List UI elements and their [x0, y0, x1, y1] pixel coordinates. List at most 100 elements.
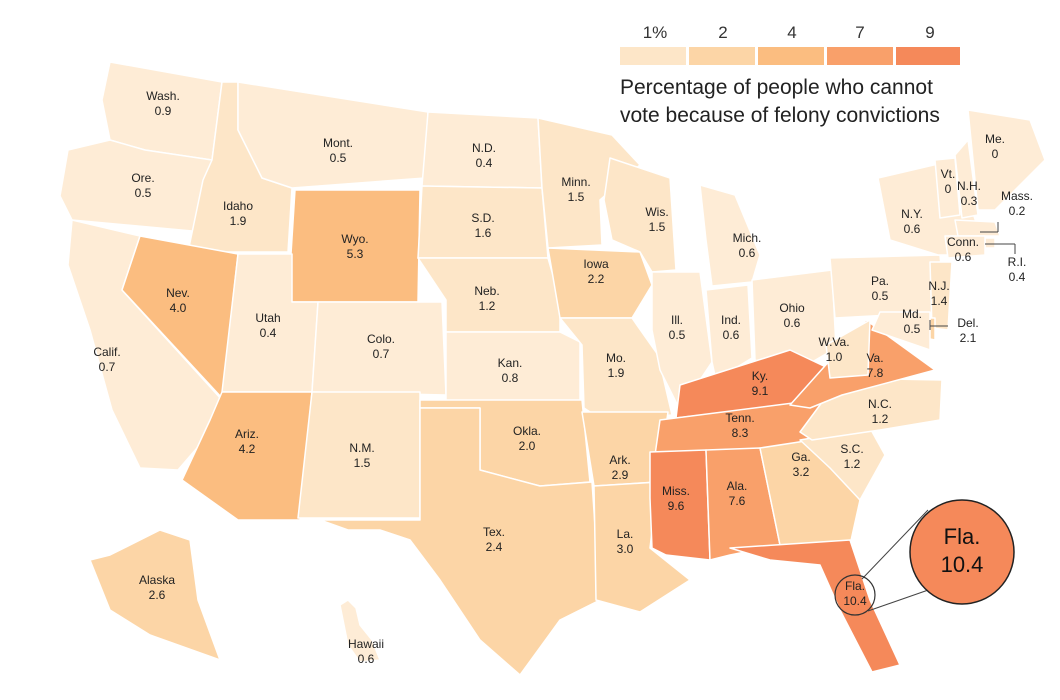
state-value-ct: 0.6 — [955, 250, 972, 264]
state-value-ga: 3.2 — [793, 465, 810, 479]
state-name-il: Ill. — [671, 313, 683, 327]
state-ia — [547, 247, 653, 319]
state-name-nv: Nev. — [166, 286, 190, 300]
state-ct — [944, 235, 986, 259]
state-name-tx: Tex. — [483, 525, 505, 539]
state-value-la: 3.0 — [617, 542, 634, 556]
state-value-wv: 1.0 — [826, 350, 843, 364]
state-name-co: Colo. — [367, 332, 395, 346]
legend-title-line1: Percentage of people who cannot — [620, 76, 933, 99]
state-value-sd: 1.6 — [475, 226, 492, 240]
state-value-ne: 1.2 — [479, 299, 496, 313]
state-hi — [339, 599, 381, 663]
state-name-hi: Hawaii — [348, 637, 384, 651]
state-name-me: Me. — [985, 132, 1005, 146]
state-name-id: Idaho — [223, 199, 253, 213]
florida-callout-circle — [909, 499, 1015, 605]
state-value-oh: 0.6 — [784, 316, 801, 330]
state-tx — [319, 407, 601, 676]
callout-state-value: 10.4 — [941, 552, 984, 577]
state-name-ri: R.I. — [1008, 255, 1027, 269]
state-ks — [445, 331, 581, 409]
callout-line-lower — [867, 587, 935, 612]
state-name-mn: Minn. — [561, 175, 590, 189]
state-name-sc: S.C. — [840, 442, 863, 456]
states-layer — [59, 61, 1046, 676]
state-value-nh: 0.3 — [961, 194, 978, 208]
state-value-az: 4.2 — [239, 442, 256, 456]
legend-swatch-2 — [689, 47, 755, 65]
state-value-fl: 10.4 — [843, 594, 867, 608]
state-name-ut: Utah — [255, 311, 280, 325]
legend-tick-5: 9 — [925, 23, 934, 42]
state-value-il: 0.5 — [669, 328, 686, 342]
legend-tick-1: 1% — [643, 23, 668, 42]
state-value-me: 0 — [992, 147, 999, 161]
state-name-ok: Okla. — [513, 424, 541, 438]
state-value-ky: 9.1 — [752, 384, 769, 398]
state-mt — [237, 81, 429, 189]
state-value-nc: 1.2 — [872, 412, 889, 426]
state-name-ks: Kan. — [498, 356, 523, 370]
state-name-tn: Tenn. — [725, 411, 754, 425]
state-nh — [954, 139, 979, 219]
callout-line-upper — [861, 509, 929, 580]
state-name-ca: Calif. — [93, 345, 120, 359]
state-name-nj: N.J. — [928, 279, 949, 293]
florida-highlight-ring — [834, 574, 876, 616]
legend-title-line2: vote because of felony convictions — [620, 104, 940, 127]
state-value-wa: 0.9 — [155, 104, 172, 118]
state-value-mn: 1.5 — [568, 190, 585, 204]
state-value-co: 0.7 — [373, 347, 390, 361]
state-name-ct: Conn. — [947, 235, 979, 249]
leader-lines — [861, 222, 1016, 612]
state-vt — [934, 157, 961, 219]
state-value-ma: 0.2 — [1009, 204, 1026, 218]
state-value-or: 0.5 — [135, 186, 152, 200]
state-value-ri: 0.4 — [1009, 270, 1026, 284]
state-wy — [287, 189, 421, 303]
state-name-vt: Vt. — [941, 167, 956, 181]
state-md — [871, 311, 931, 351]
state-value-hi: 0.6 — [358, 652, 375, 666]
state-value-nd: 0.4 — [476, 156, 493, 170]
state-value-tx: 2.4 — [486, 540, 503, 554]
legend-swatch-5 — [896, 47, 960, 65]
legend-tick-4: 7 — [855, 23, 864, 42]
state-ma — [954, 219, 1001, 237]
state-value-ar: 2.9 — [612, 468, 629, 482]
state-name-al: Ala. — [727, 479, 748, 493]
state-value-wi: 1.5 — [649, 220, 666, 234]
legend-swatch-4 — [827, 47, 893, 65]
state-name-wi: Wis. — [645, 205, 668, 219]
legend-swatch-3 — [758, 47, 824, 65]
state-value-ia: 2.2 — [588, 272, 605, 286]
state-value-tn: 8.3 — [732, 426, 749, 440]
state-nj — [929, 261, 953, 331]
state-name-ne: Neb. — [474, 284, 499, 298]
state-value-mi: 0.6 — [739, 246, 756, 260]
state-name-mi: Mich. — [733, 231, 762, 245]
state-name-pa: Pa. — [871, 274, 889, 288]
legend-tick-2: 2 — [718, 23, 727, 42]
state-value-in: 0.6 — [723, 328, 740, 342]
state-name-nh: N.H. — [957, 179, 981, 193]
state-value-mo: 1.9 — [608, 366, 625, 380]
state-name-or: Ore. — [131, 171, 154, 185]
state-value-ak: 2.6 — [149, 588, 166, 602]
state-name-wa: Wash. — [146, 89, 180, 103]
state-fl — [729, 539, 901, 673]
state-name-la: La. — [617, 527, 634, 541]
state-value-nv: 4.0 — [170, 301, 187, 315]
state-name-ky: Ky. — [752, 369, 768, 383]
state-name-nc: N.C. — [868, 397, 892, 411]
state-value-wy: 5.3 — [347, 247, 364, 261]
state-name-in: Ind. — [721, 313, 741, 327]
state-name-ak: Alaska — [139, 573, 175, 587]
state-ak — [89, 529, 221, 661]
state-name-oh: Ohio — [779, 301, 805, 315]
state-name-wy: Wyo. — [341, 232, 368, 246]
state-value-ms: 9.6 — [668, 499, 685, 513]
state-name-ny: N.Y. — [901, 207, 923, 221]
